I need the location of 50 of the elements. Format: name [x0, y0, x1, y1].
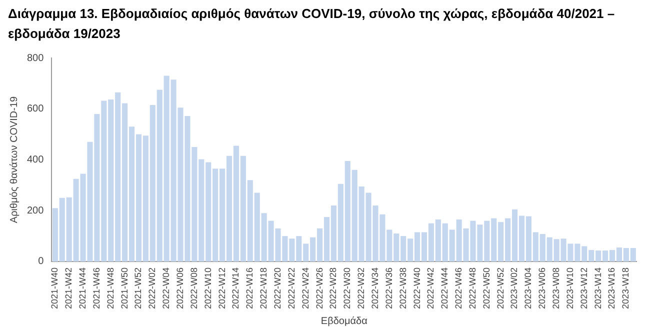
- x-tick-label: 2022-W52: [495, 267, 506, 310]
- x-tick-label: 2022-W48: [467, 267, 478, 310]
- x-tick-label: 2022-W02: [147, 267, 158, 310]
- x-tick-label: 2022-W22: [286, 267, 296, 310]
- x-tick-label: 2022-W42: [426, 267, 436, 310]
- x-tick-label: 2021-W42: [64, 267, 74, 310]
- x-tick-label: 2021-W52: [133, 267, 144, 310]
- x-tick-label: 2021-W48: [105, 267, 116, 310]
- x-tick-label: 2022-W40: [412, 267, 422, 310]
- x-axis-title: Εβδομάδα: [320, 316, 368, 327]
- x-tick-label: 2022-W06: [174, 267, 185, 310]
- x-tick-label: 2023-W14: [592, 267, 603, 310]
- x-tick-label: 2022-W28: [328, 267, 338, 310]
- x-tick-label: 2023-W18: [620, 267, 631, 310]
- x-tick-label: 2022-W16: [244, 267, 255, 310]
- x-tick-label: 2022-W46: [454, 267, 464, 310]
- x-tick-label: 2021-W44: [78, 267, 88, 310]
- x-tick-label: 2022-W50: [481, 267, 492, 310]
- x-tick-label: 2022-W14: [230, 267, 241, 310]
- x-tick-label: 2022-W30: [342, 267, 352, 310]
- y-tick-label: 800: [26, 52, 44, 64]
- x-tick-label: 2022-W08: [188, 267, 199, 310]
- x-tick-label: 2021-W50: [119, 267, 130, 310]
- y-tick-label: 0: [38, 256, 44, 268]
- x-tick-label: 2022-W38: [398, 267, 408, 310]
- x-tick-label: 2023-W04: [523, 267, 534, 310]
- y-tick-label: 600: [26, 104, 44, 115]
- x-tick-label: 2023-W10: [564, 267, 575, 310]
- x-tick-label: 2023-W16: [606, 267, 617, 310]
- x-tick-label: 2022-W04: [161, 267, 172, 310]
- y-tick-label: 400: [26, 154, 44, 166]
- x-tick-label: 2023-W12: [578, 267, 589, 310]
- x-tick-label: 2021-W40: [50, 267, 60, 310]
- x-tick-label: 2022-W20: [272, 267, 282, 310]
- y-axis-title: Αριθμός θανάτων COVID-19: [8, 96, 20, 224]
- x-tick-label: 2022-W24: [300, 267, 310, 310]
- x-tick-label: 2022-W12: [216, 267, 227, 310]
- x-tick-label: 2023-W06: [537, 267, 548, 310]
- x-tick-label: 2023-W08: [551, 267, 562, 310]
- x-tick-label: 2022-W10: [202, 267, 213, 310]
- chart-title: Διάγραμμα 13. Εβδομαδιαίος αριθμός θανάτων COVID-19, σύνολο της χώρας, εβδομάδα 40/2021 – εβδομάδα 19/2023: [8, 5, 616, 43]
- x-tick-label: 2023-W02: [509, 267, 520, 310]
- x-tick-label: 2022-W36: [384, 267, 394, 310]
- x-tick-label: 2021-W46: [91, 267, 102, 310]
- x-tick-label: 2022-W26: [314, 267, 324, 310]
- x-tick-label: 2022-W18: [258, 267, 269, 310]
- x-tick-label: 2022-W34: [370, 267, 380, 310]
- y-tick-label: 200: [26, 205, 44, 216]
- x-tick-label: 2022-W32: [356, 267, 366, 310]
- x-tick-label: 2022-W44: [440, 267, 450, 310]
